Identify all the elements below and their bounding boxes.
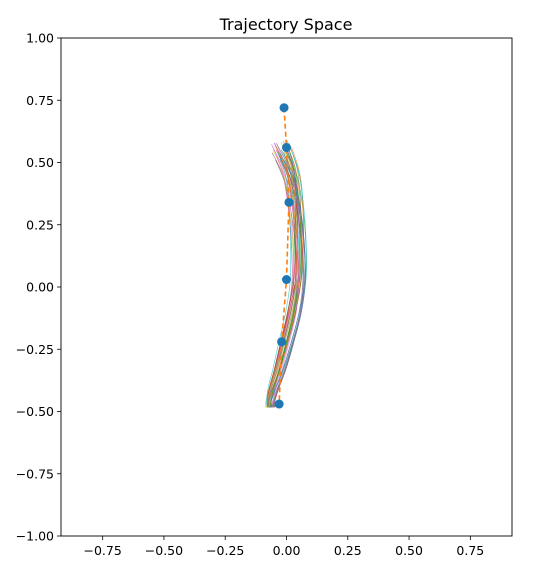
trajectory-line [269,141,302,408]
keypoint-marker [282,143,291,153]
y-tick-label: −0.25 [16,342,54,357]
x-tick-label: −0.50 [145,543,183,558]
keypoint-marker [282,275,291,285]
reference-path-line [278,107,290,405]
y-tick-label: 0.50 [26,155,54,170]
y-tick-label: −0.75 [16,466,54,481]
trajectory-line [271,145,300,408]
plot-area [265,103,307,409]
y-tick-label: 0.25 [26,217,54,232]
keypoint-marker [277,337,287,347]
trajectory-line [272,153,306,408]
x-tick-label: 0.75 [456,543,484,558]
chart-title: Trajectory Space [219,15,353,34]
axes: −0.75 −0.50 −0.25 0.00 0.25 0.50 0.75 −1.00 −0.7… [16,31,513,558]
x-tick-label: 0.00 [273,543,301,558]
x-tick-label: −0.75 [84,543,122,558]
y-tick-label: −1.00 [16,529,54,544]
x-tick-label: 0.25 [334,543,362,558]
y-tick-label: 1.00 [26,31,54,46]
trajectory-line [269,143,302,408]
y-tick-label: −0.50 [16,404,54,419]
keypoint-marker [284,197,294,207]
trajectory-line [270,146,299,408]
keypoint-marker [274,399,284,409]
y-tick-label: 0.00 [26,280,54,295]
y-tick-label: 0.75 [26,93,54,108]
x-tick-label: 0.50 [395,543,423,558]
trajectory-line [266,142,299,408]
keypoint-marker [279,103,289,113]
x-tick-label: −0.25 [206,543,244,558]
